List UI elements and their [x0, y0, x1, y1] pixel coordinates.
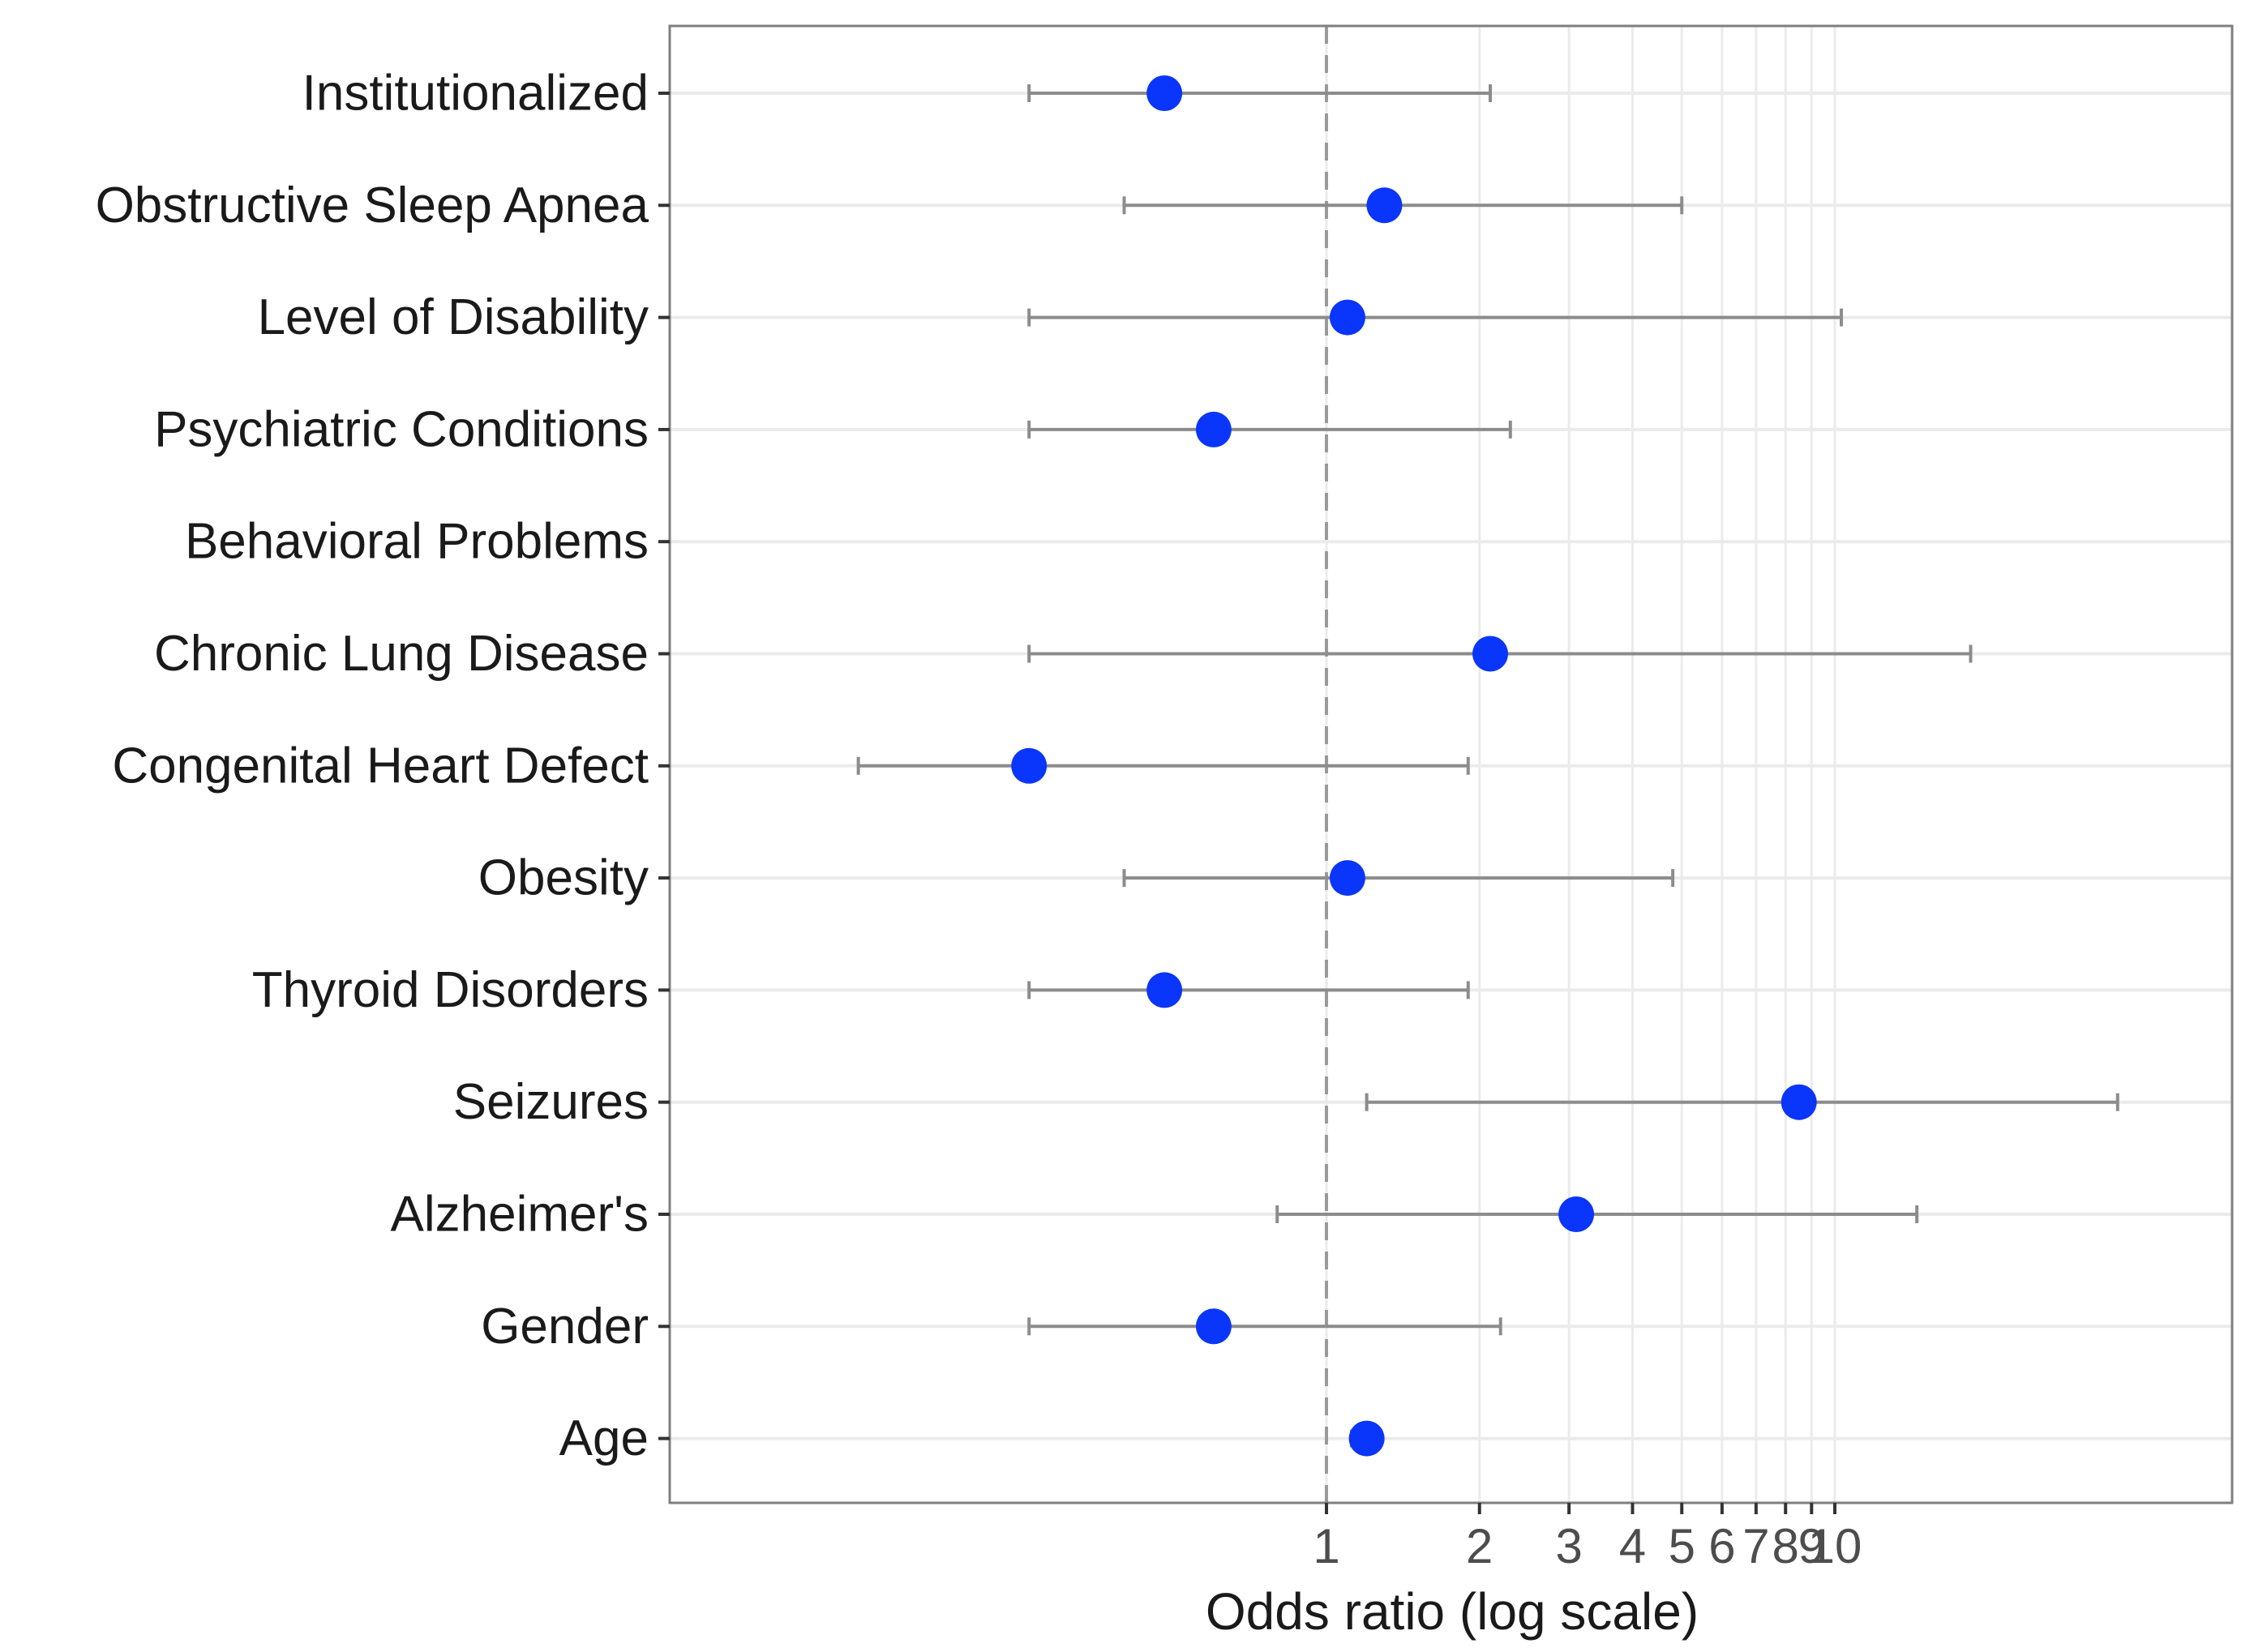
point-estimate [1011, 747, 1048, 784]
point-estimates [1011, 75, 1817, 1457]
point-estimate [1195, 411, 1232, 447]
x-tick-label: 2 [1466, 1519, 1493, 1573]
category-label: Seizures [453, 1074, 649, 1130]
category-label: Behavioral Problems [185, 514, 649, 570]
x-tick-label: 3 [1555, 1519, 1582, 1573]
category-label: Thyroid Disorders [252, 962, 649, 1018]
x-tick-label: 10 [1808, 1519, 1862, 1573]
y-axis-labels: Institutionalized Obstructive Sleep Apnea… [96, 66, 649, 1467]
category-label: Chronic Lung Disease [154, 626, 649, 682]
point-estimate [1329, 860, 1365, 897]
point-estimate [1780, 1084, 1817, 1120]
category-label: Level of Disability [258, 289, 649, 345]
category-label: Institutionalized [302, 66, 649, 122]
x-tick-label: 1 [1313, 1519, 1339, 1573]
x-tick-label: 7 [1742, 1519, 1769, 1573]
point-estimate [1366, 187, 1403, 224]
x-axis-ticks [1325, 1503, 1836, 1514]
point-estimate [1146, 972, 1183, 1008]
category-label: Alzheimer's [391, 1187, 649, 1243]
category-label: Gender [481, 1299, 649, 1355]
category-label: Obstructive Sleep Apnea [96, 178, 649, 233]
category-label: Obesity [478, 850, 649, 906]
point-estimate [1348, 1420, 1385, 1457]
x-axis-title: Odds ratio (log scale) [1206, 1582, 1699, 1641]
point-estimate [1195, 1308, 1232, 1345]
point-estimate [1472, 636, 1509, 672]
x-tick-label: 9 [1798, 1519, 1825, 1573]
point-estimate [1146, 75, 1183, 111]
point-estimate [1329, 299, 1365, 336]
category-label: Psychiatric Conditions [154, 401, 649, 457]
x-tick-label: 4 [1619, 1519, 1646, 1573]
category-label: Age [559, 1410, 649, 1466]
category-label: Congenital Heart Defect [112, 738, 649, 794]
point-estimate [1558, 1196, 1595, 1232]
y-axis-ticks [658, 92, 670, 1440]
x-tick-label: 5 [1669, 1519, 1695, 1573]
x-tick-label: 6 [1708, 1519, 1735, 1573]
x-tick-label: 8 [1772, 1519, 1799, 1573]
